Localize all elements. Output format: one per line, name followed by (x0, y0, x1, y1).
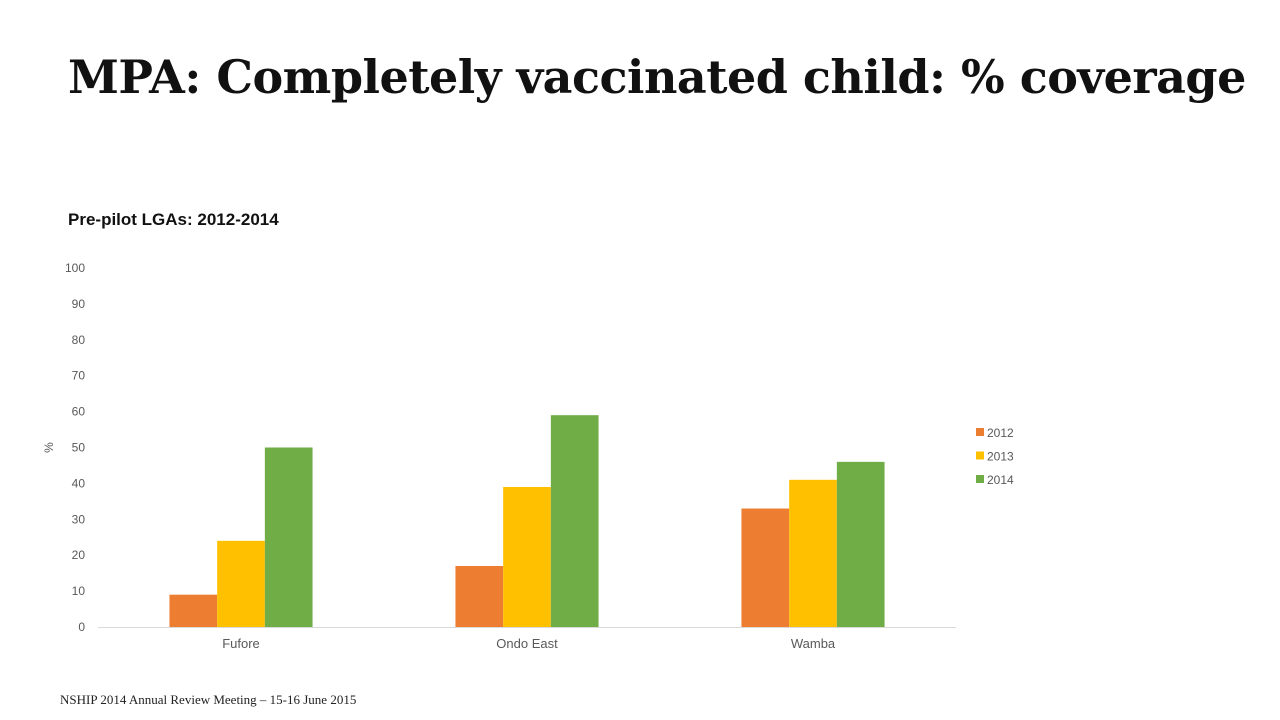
bars-group (169, 415, 885, 627)
chart-title: Pre-pilot LGAs: 2012-2014 (68, 210, 279, 229)
slide-title: MPA: Completely vaccinated child: % cove… (68, 50, 1246, 104)
y-axis-label: % (42, 442, 56, 453)
x-category-label: Fufore (222, 636, 260, 651)
y-tick-label: 90 (72, 297, 86, 311)
bar-2013-fufore (217, 540, 265, 627)
legend-label-2014: 2014 (987, 473, 1014, 487)
y-tick-label: 30 (72, 512, 86, 526)
x-axis-categories: Fufore Ondo East Wamba (222, 636, 836, 651)
legend-swatch-2012 (976, 428, 984, 436)
y-tick-label: 10 (72, 584, 86, 598)
y-tick-label: 70 (72, 369, 86, 383)
bar-2014-wamba (836, 461, 885, 627)
legend: 2012 2013 2014 (976, 426, 1014, 487)
y-tick-label: 40 (72, 476, 86, 490)
bar-2014-ondo-east (550, 415, 599, 627)
y-tick-label: 0 (78, 620, 85, 634)
x-category-label: Ondo East (496, 636, 558, 651)
bar-2014-fufore (264, 447, 313, 627)
bar-2013-ondo-east (503, 486, 551, 627)
x-category-label: Wamba (791, 636, 836, 651)
y-tick-label: 50 (72, 441, 86, 455)
y-tick-label: 100 (65, 261, 85, 275)
legend-label-2012: 2012 (987, 426, 1014, 440)
y-tick-label: 80 (72, 333, 86, 347)
bar-2012-wamba (741, 508, 790, 627)
slide-footer: NSHIP 2014 Annual Review Meeting – 15-16… (60, 692, 357, 707)
legend-swatch-2014 (976, 475, 984, 483)
bar-2012-fufore (169, 594, 218, 627)
bar-2013-wamba (789, 479, 837, 627)
bar-2012-ondo-east (455, 565, 504, 627)
legend-swatch-2013 (976, 451, 984, 460)
y-tick-label: 60 (72, 405, 86, 419)
legend-label-2013: 2013 (987, 450, 1014, 464)
y-tick-label: 20 (72, 548, 86, 562)
y-axis-ticks: 0 10 20 30 40 50 60 70 80 90 100 (65, 261, 85, 634)
